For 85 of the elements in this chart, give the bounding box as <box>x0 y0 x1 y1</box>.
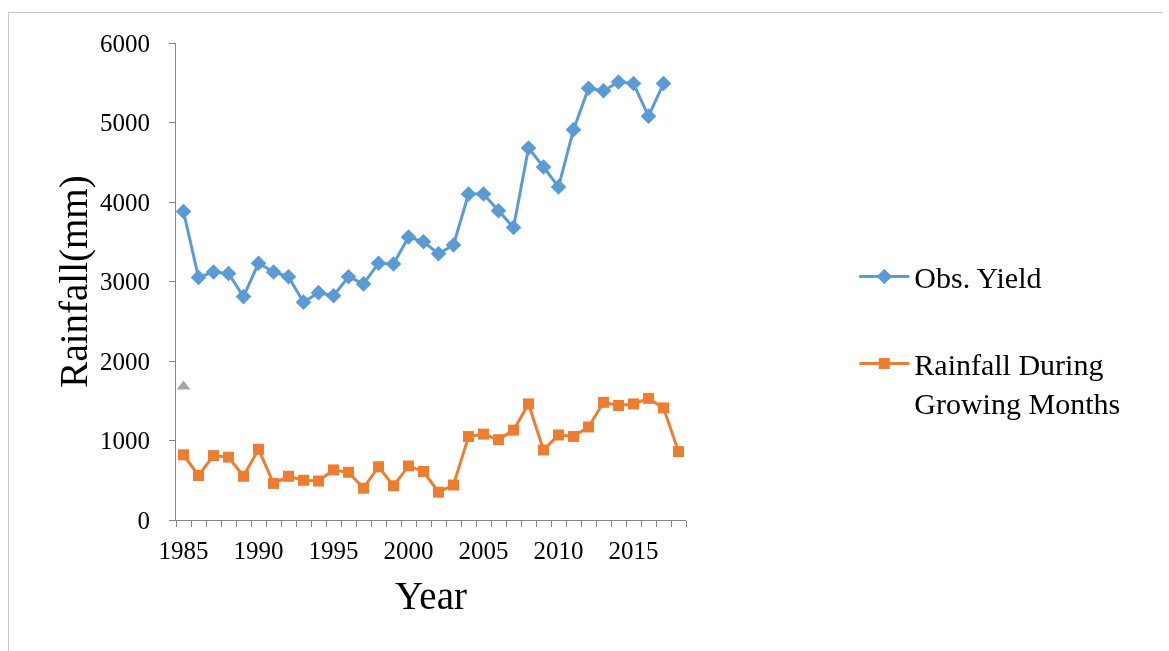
point <box>445 237 462 253</box>
y-tick-label: 1000 <box>100 427 150 455</box>
point <box>373 461 384 473</box>
y-tick-label: 2000 <box>100 347 150 375</box>
point <box>176 203 192 220</box>
point <box>328 464 339 476</box>
x-tick-label: 2015 <box>608 537 659 564</box>
point <box>475 186 492 202</box>
point <box>655 75 672 92</box>
point <box>283 470 294 482</box>
point <box>568 431 579 443</box>
point <box>280 268 297 285</box>
point <box>550 179 567 195</box>
point <box>265 264 282 280</box>
y-tick-label: 4000 <box>100 188 150 216</box>
point <box>358 482 369 494</box>
point <box>625 75 642 92</box>
point <box>418 466 429 478</box>
legend-label: Rainfall During Growing Months <box>914 348 1121 421</box>
point <box>598 396 609 408</box>
point <box>643 392 654 404</box>
y-tick-label: 3000 <box>100 268 150 296</box>
point <box>490 202 507 219</box>
x-tick-label: 1990 <box>233 537 284 564</box>
point <box>298 474 309 486</box>
point <box>595 82 612 99</box>
point <box>433 486 444 498</box>
point <box>580 80 597 97</box>
point <box>205 264 222 280</box>
point <box>583 421 594 433</box>
point <box>640 108 657 124</box>
point <box>520 140 537 156</box>
x-axis-title: Year <box>395 573 467 617</box>
point <box>628 398 639 410</box>
point <box>403 460 414 472</box>
y-axis-title: Rainfall(mm) <box>51 175 96 388</box>
point <box>295 294 312 310</box>
x-tick-label: 1985 <box>158 537 209 564</box>
point <box>400 229 417 245</box>
point <box>463 431 474 443</box>
legend-label: Obs. Yield <box>914 261 1042 295</box>
point <box>448 479 459 491</box>
point <box>553 429 564 441</box>
point <box>523 398 534 410</box>
point <box>415 233 432 250</box>
point <box>313 475 324 487</box>
y-tick-label: 0 <box>137 506 150 534</box>
point <box>310 284 327 301</box>
point <box>613 400 624 412</box>
point <box>673 446 684 458</box>
point <box>250 255 267 272</box>
point <box>508 424 519 436</box>
y-tick-label: 6000 <box>100 29 150 57</box>
point <box>385 256 402 272</box>
point <box>325 288 342 304</box>
y-tick-label: 5000 <box>100 109 150 137</box>
point <box>223 451 234 463</box>
point <box>343 466 354 478</box>
point <box>208 450 219 462</box>
point <box>178 449 189 461</box>
point <box>370 255 387 272</box>
point <box>565 121 582 138</box>
point <box>388 480 399 492</box>
point <box>238 470 249 482</box>
point <box>268 477 279 489</box>
point <box>460 186 477 202</box>
point <box>430 245 447 262</box>
point <box>355 276 372 292</box>
point <box>193 469 204 481</box>
point <box>478 428 489 440</box>
point <box>235 288 252 305</box>
point <box>190 269 207 286</box>
x-tick-label: 2010 <box>533 537 584 564</box>
point <box>493 434 504 446</box>
x-tick-label: 2005 <box>458 537 509 564</box>
point <box>610 74 627 90</box>
x-tick-label: 2000 <box>383 537 434 564</box>
x-tick-label: 1995 <box>308 537 359 564</box>
point <box>340 268 357 285</box>
point <box>538 444 549 456</box>
point <box>535 159 552 175</box>
point <box>253 443 264 455</box>
point <box>505 219 522 236</box>
point <box>220 265 237 282</box>
point <box>658 402 669 414</box>
